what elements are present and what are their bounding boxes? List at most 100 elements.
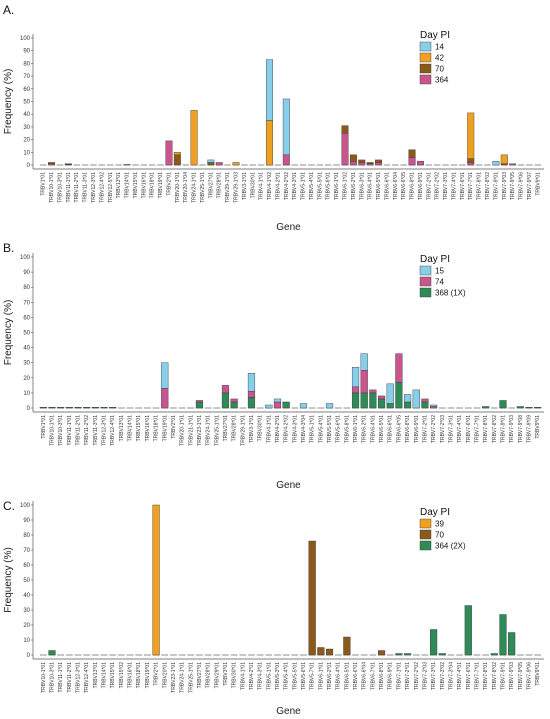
bar-segment	[230, 401, 238, 409]
bar-segment	[341, 125, 349, 134]
legend-label: 70	[435, 65, 444, 74]
bar-segment	[421, 398, 429, 403]
y-tick-label: 0	[27, 406, 31, 412]
x-tick-label: TRBV4-1*01	[240, 662, 246, 690]
x-tick-label: TRBV10-1*01	[49, 172, 55, 203]
x-tick-label: TRBV11-2*01	[76, 415, 82, 446]
bar-segment	[360, 392, 368, 409]
bar-segment	[369, 389, 377, 394]
x-tick-label: TRBV6-4*01	[370, 415, 376, 443]
x-tick-label: TRBV6-5*01	[376, 172, 382, 200]
x-tick-label: TRBV23-1*01	[171, 662, 177, 693]
x-tick-label: TRBV6-4*01	[368, 172, 374, 200]
bar-segment	[165, 140, 173, 166]
x-tick-label: TRBV5-5*01	[292, 662, 298, 690]
bar-segment	[83, 407, 91, 409]
x-tick-label: TRBV7-2*01	[422, 415, 428, 443]
x-tick-label: TRBV7-2*03	[422, 662, 428, 690]
x-tick-label: TRBV12-3*01	[91, 172, 97, 203]
x-tick-label: TRBV5-3*01	[275, 662, 281, 690]
bar-segment	[173, 154, 181, 166]
x-tick-label: TRBV7-2*01	[405, 662, 411, 690]
x-tick-label: TRBV6-6*04	[393, 172, 399, 200]
x-tick-label: TRBV9*01	[535, 662, 541, 686]
x-tick-label: TRBV5-6*01	[301, 662, 307, 690]
y-tick-label: 30	[23, 361, 30, 367]
y-tick-label: 60	[23, 315, 30, 321]
y-tick-label: 40	[23, 593, 30, 599]
y-tick-label: 10	[23, 638, 30, 644]
bar-segment	[195, 401, 204, 409]
bar-segment	[207, 162, 215, 166]
x-tick-label: TRBV7-7*01	[468, 172, 474, 200]
x-tick-label: TRBV10-3*01	[57, 172, 63, 203]
bar-segment	[195, 400, 204, 403]
x-tick-label: TRBV7-6*01	[466, 415, 472, 443]
x-tick-label: TRBV6-2*01	[351, 172, 357, 200]
bar-segment	[152, 504, 160, 656]
y-tick-label: 20	[23, 623, 30, 629]
x-tick-label: TRBV4-2*02	[284, 172, 290, 200]
x-tick-label: TRBV7-1*01	[396, 662, 402, 690]
y-tick-label: 0	[27, 653, 31, 659]
x-tick-label: TRBV6-1*01	[318, 662, 324, 690]
x-tick-label: TRBV6-1*01	[334, 172, 340, 200]
x-tick-label: TRBV7-7*01	[474, 662, 480, 690]
x-tick-label: TRBV29-1*01	[240, 415, 246, 446]
bar-segment	[247, 397, 256, 409]
x-tick-label: TRBV6-1*02	[342, 172, 348, 200]
x-tick-label: TRBV10-1*01	[41, 662, 47, 693]
x-tick-label: TRBV12-3*01	[102, 415, 108, 446]
x-tick-label: TRBV7-9*08	[518, 415, 524, 443]
x-tick-label: TRBV28*01	[217, 172, 223, 199]
bar-segment	[273, 398, 282, 403]
x-tick-label: TRBV5-5*01	[317, 172, 323, 200]
bar-segment	[48, 162, 56, 164]
x-tick-label: TRBV16*01	[141, 172, 147, 199]
bar-segment	[499, 400, 507, 409]
x-tick-label: TRBV13*01	[116, 172, 122, 199]
x-tick-label: TRBV6-6*01	[384, 172, 390, 200]
x-axis-label: Gene	[276, 480, 301, 491]
x-tick-label: TRBV6-6*05	[396, 415, 402, 443]
bar-segment	[65, 407, 73, 409]
bar-segment	[395, 653, 403, 656]
bar-segment	[412, 389, 420, 409]
bar-segment	[74, 407, 82, 409]
x-tick-label: TRBV13*01	[119, 415, 125, 442]
x-tick-label: TRBV18*01	[154, 415, 160, 442]
x-tick-label: TRBV4-3*01	[258, 662, 264, 690]
bar-segment	[207, 159, 215, 163]
x-tick-label: TRBV6-6*01	[353, 662, 359, 690]
bar-segment	[430, 404, 438, 407]
x-tick-label: TRBV15*01	[133, 172, 139, 199]
bar-segment	[100, 407, 108, 409]
x-tick-label: TRBV5-6*01	[326, 172, 332, 200]
bar-segment	[48, 650, 56, 656]
x-tick-label: TRBV5-4*01	[309, 172, 315, 200]
bar-segment	[369, 392, 377, 409]
x-tick-label: TRBV12-3*01	[76, 662, 82, 693]
x-tick-label: TRBV7-9*03	[509, 415, 515, 443]
x-tick-label: TRBV6-8*01	[410, 172, 416, 200]
bar-segment	[325, 648, 334, 656]
x-tick-label: TRBV27*01	[197, 662, 203, 689]
x-tick-label: TRBV5-4*01	[318, 415, 324, 443]
x-tick-label: TRBV30*01	[232, 662, 238, 689]
bar-segment	[421, 401, 429, 409]
bar-segment	[375, 162, 382, 166]
x-tick-label: TRBV28*01	[232, 415, 238, 442]
bar-segment	[282, 154, 290, 166]
bar-segment	[161, 388, 169, 409]
x-tick-label: TRBV27*01	[223, 415, 229, 442]
x-tick-label: TRBV7-8*01	[483, 415, 489, 443]
x-tick-label: TRBV10-3*01	[58, 415, 64, 446]
y-tick-label: 20	[23, 138, 30, 144]
x-tick-label: TRBV5-1*01	[266, 662, 272, 690]
x-tick-label: TRBV7-9*03	[509, 662, 515, 690]
x-tick-label: TRBV29-1*03	[234, 172, 240, 203]
bar-segment	[351, 392, 360, 409]
x-tick-label: TRBV7-8*02	[492, 415, 498, 443]
bar-segment	[343, 636, 351, 656]
legend-swatch	[419, 52, 432, 63]
